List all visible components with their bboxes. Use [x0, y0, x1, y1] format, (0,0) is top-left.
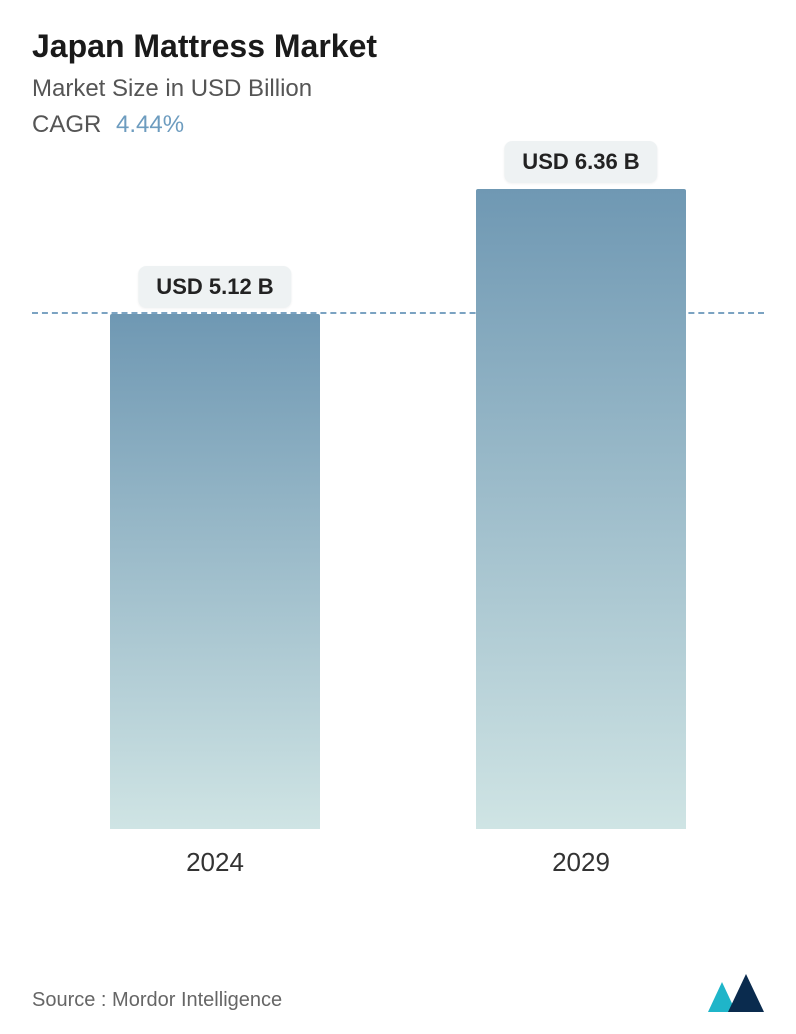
mordor-logo-icon — [708, 974, 764, 1012]
x-axis-label: 2029 — [471, 839, 691, 889]
x-axis-label: 2024 — [105, 839, 325, 889]
source-attribution: Source : Mordor Intelligence — [32, 989, 282, 1012]
bars-container: USD 5.12 B USD 6.36 B — [32, 189, 764, 829]
bar — [476, 189, 686, 829]
bar-slot: USD 6.36 B — [471, 189, 691, 829]
bar — [110, 314, 320, 829]
value-pill: USD 5.12 B — [138, 266, 291, 308]
chart-title: Japan Mattress Market — [32, 28, 764, 65]
chart-area: USD 5.12 B USD 6.36 B 2024 2029 — [32, 169, 764, 889]
cagr-row: CAGR 4.44% — [32, 111, 764, 139]
value-pill: USD 6.36 B — [504, 141, 657, 183]
chart-subtitle: Market Size in USD Billion — [32, 75, 764, 103]
cagr-value: 4.44% — [116, 111, 184, 138]
chart-footer: Source : Mordor Intelligence — [32, 974, 764, 1012]
cagr-label: CAGR — [32, 111, 101, 138]
bar-slot: USD 5.12 B — [105, 189, 325, 829]
x-axis-labels: 2024 2029 — [32, 839, 764, 889]
